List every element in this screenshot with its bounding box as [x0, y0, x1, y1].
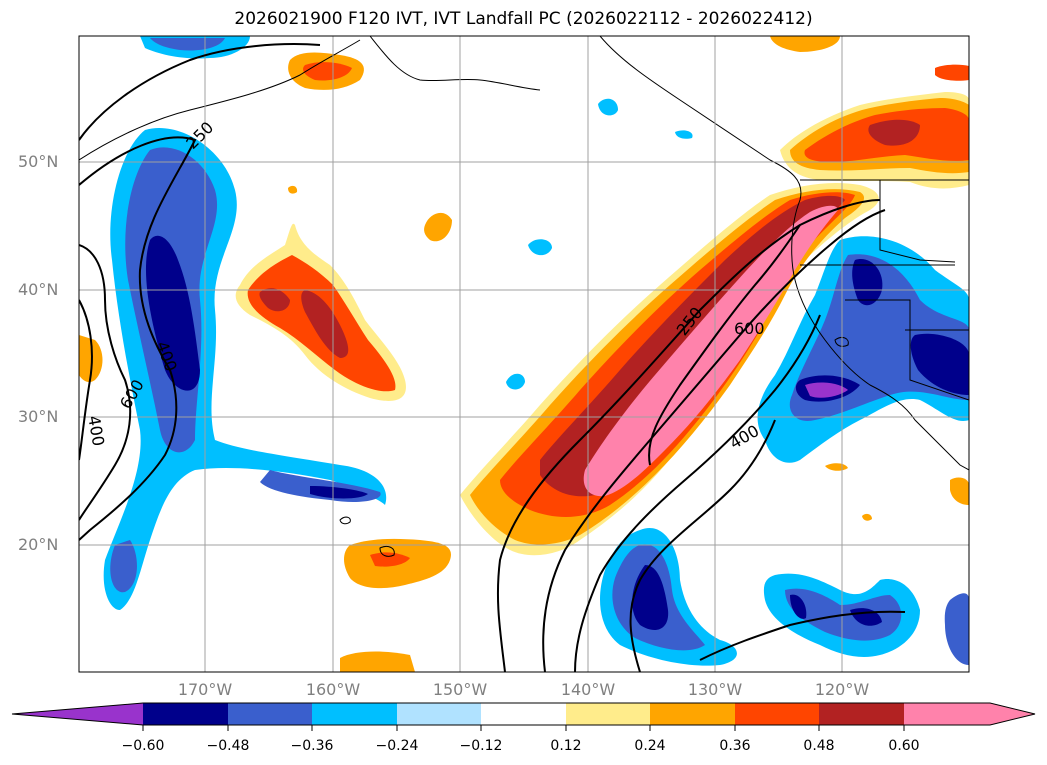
ivt-contours — [79, 43, 906, 672]
colorbar — [11, 702, 1036, 731]
colorbar-tick-label: −0.12 — [459, 738, 503, 754]
colorbar-tick-label: 0.36 — [719, 738, 751, 754]
colorbar-segment — [481, 703, 566, 725]
colorbar-segment — [312, 703, 397, 725]
grid-lines — [79, 36, 969, 672]
lon-label: 150°W — [432, 680, 488, 699]
lon-label: 130°W — [687, 680, 743, 699]
colorbar-tick-label: 0.24 — [634, 738, 666, 754]
lon-label: 140°W — [560, 680, 616, 699]
colorbar-max-extension — [904, 703, 1035, 725]
colorbar-min-extension — [12, 703, 143, 725]
positive-anomaly-atmospheric-river — [460, 183, 879, 556]
lat-label: 50°N — [18, 152, 59, 171]
colorbar-segment — [735, 703, 819, 725]
lon-label: 120°W — [814, 680, 870, 699]
colorbar-tick-label: −0.48 — [206, 738, 250, 754]
colorbar-segment — [228, 703, 312, 725]
lon-label: 160°W — [305, 680, 361, 699]
negative-anomaly-small-patches — [140, 36, 693, 390]
colorbar-segment — [397, 703, 481, 725]
colorbar-tick-label: −0.36 — [290, 738, 334, 754]
negative-anomaly-east-region — [757, 236, 969, 463]
contour-label: 600 — [734, 319, 765, 338]
coastlines — [79, 36, 969, 557]
colorbar-tick-label: 0.12 — [550, 738, 582, 754]
colorbar-tick-label: 0.60 — [888, 738, 920, 754]
lat-label: 40°N — [18, 280, 59, 299]
lat-label: 20°N — [18, 535, 59, 554]
colorbar-segment — [650, 703, 735, 725]
negative-anomaly-west-band — [103, 128, 387, 611]
map-title: 2026021900 F120 IVT, IVT Landfall PC (20… — [234, 9, 813, 29]
colorbar-segment — [143, 703, 228, 725]
colorbar-segment — [566, 703, 650, 725]
positive-anomaly-central-region — [79, 52, 452, 672]
map-frame — [78, 35, 970, 673]
lat-label: 30°N — [18, 407, 59, 426]
colorbar-tick-label: −0.24 — [375, 738, 419, 754]
colorbar-tick-label: 0.48 — [803, 738, 835, 754]
lon-label: 170°W — [177, 680, 233, 699]
colorbar-segment — [819, 703, 904, 725]
positive-anomaly-north-region — [770, 36, 969, 521]
colorbar-tick-label: −0.60 — [121, 738, 165, 754]
